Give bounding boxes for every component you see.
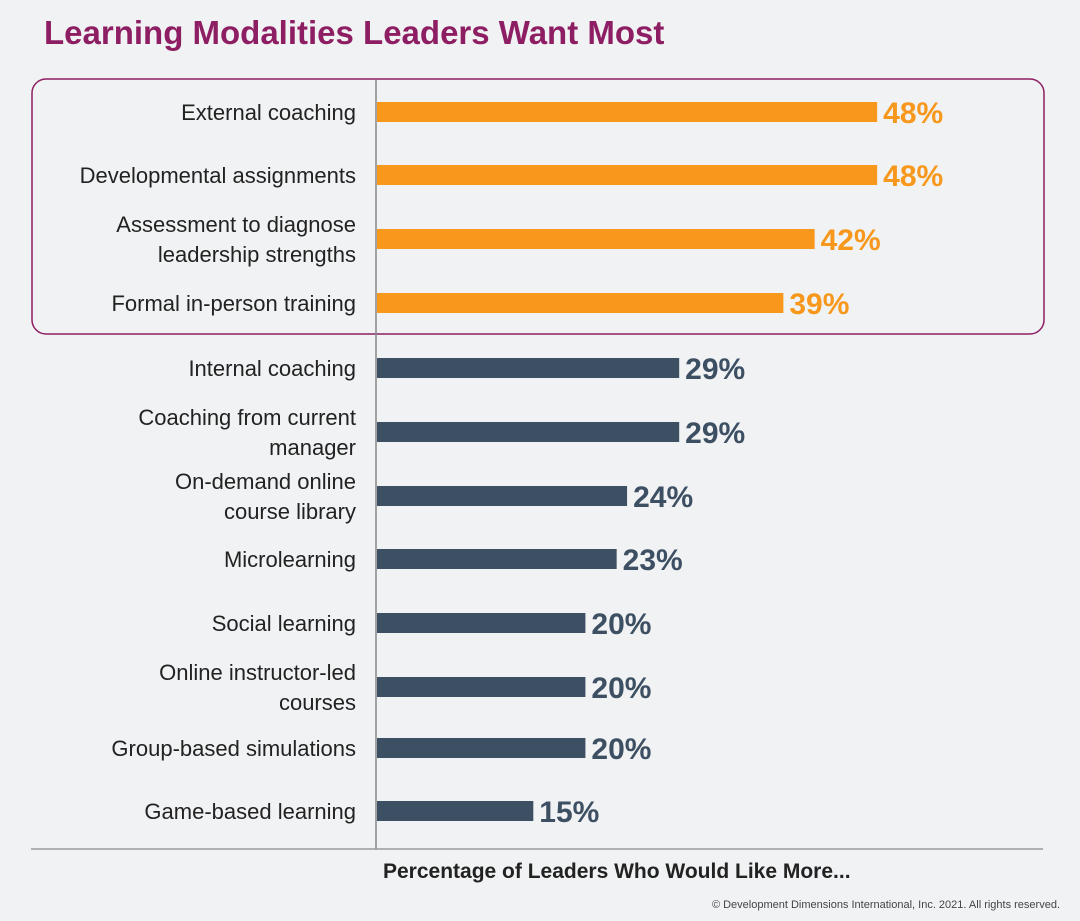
bar (377, 358, 680, 378)
bar-value-label: 20% (591, 672, 651, 705)
bar-value-label: 39% (789, 288, 849, 321)
chart-title: Learning Modalities Leaders Want Most (44, 14, 665, 51)
bar (377, 165, 878, 185)
category-label: Microlearning (224, 547, 356, 572)
category-label: Formal in-person training (111, 291, 356, 316)
bar-value-label: 20% (591, 733, 651, 766)
bar (377, 677, 586, 697)
bar-value-label: 23% (623, 544, 683, 577)
bar (377, 738, 586, 758)
category-label: Coaching from current (138, 405, 356, 430)
category-label: Game-based learning (144, 799, 356, 824)
copyright-notice: © Development Dimensions International, … (711, 899, 1060, 911)
highlight-box (31, 78, 1045, 335)
bar-value-label: 15% (539, 796, 599, 829)
category-label: Assessment to diagnose (116, 212, 356, 237)
x-axis-label: Percentage of Leaders Who Would Like Mor… (383, 860, 851, 883)
bar (377, 549, 617, 569)
category-label: On-demand online (175, 469, 356, 494)
bar (377, 486, 628, 506)
bar (377, 801, 534, 821)
category-label: Social learning (212, 611, 356, 636)
bar (377, 613, 586, 633)
bar-value-label: 48% (883, 97, 943, 130)
category-label: Online instructor-led (159, 660, 356, 685)
bar (377, 293, 784, 313)
bar-value-label: 29% (685, 353, 745, 386)
category-label: manager (269, 435, 356, 460)
category-label: External coaching (181, 100, 356, 125)
bar (377, 422, 680, 442)
bar (377, 229, 815, 249)
bar-value-label: 42% (821, 224, 881, 257)
category-label: Developmental assignments (80, 163, 356, 188)
category-label: courses (279, 690, 356, 715)
category-label: Internal coaching (188, 356, 356, 381)
bar-value-label: 48% (883, 160, 943, 193)
category-label: leadership strengths (158, 242, 356, 267)
bar-value-label: 20% (591, 608, 651, 641)
bar-value-label: 29% (685, 417, 745, 450)
category-label: Group-based simulations (111, 736, 356, 761)
bar-value-label: 24% (633, 481, 693, 514)
category-label: course library (224, 499, 356, 524)
bar (377, 102, 878, 122)
